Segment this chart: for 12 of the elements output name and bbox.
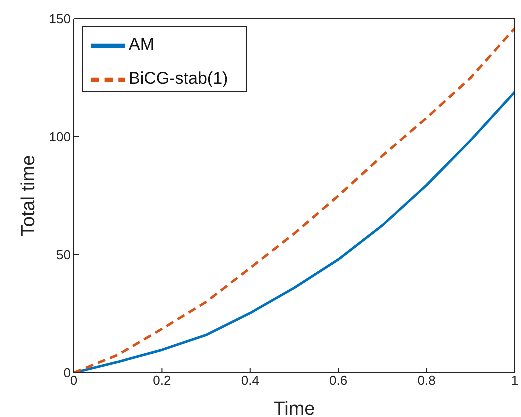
x-tick-label: 0.2 — [153, 373, 172, 388]
legend-label: BiCG-stab(1) — [129, 69, 228, 88]
x-axis-title: Time — [274, 399, 316, 417]
y-axis-title: Total time — [18, 155, 40, 237]
x-tick-label: 0.8 — [418, 373, 436, 388]
x-tick-label: 0.6 — [330, 373, 348, 388]
y-tick-label: 100 — [49, 130, 71, 145]
legend-label: AM — [129, 35, 154, 54]
x-tick-label: 0.4 — [241, 373, 260, 388]
y-tick-label: 50 — [56, 248, 71, 263]
y-tick-label: 150 — [49, 12, 71, 27]
x-tick-label: 1 — [511, 373, 519, 388]
